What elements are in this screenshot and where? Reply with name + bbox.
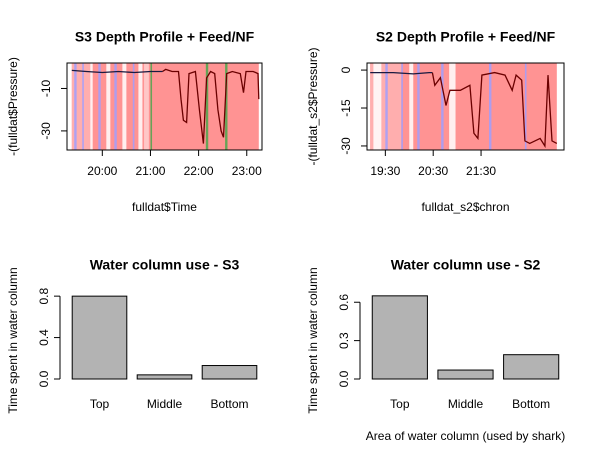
y-tick-label: 0.0 — [37, 370, 51, 387]
x-tick-label: 19:30 — [370, 164, 400, 178]
depth-line — [162, 68, 260, 144]
x-axis-label: fulldat_s2$chron — [421, 200, 509, 214]
state-band — [225, 63, 228, 150]
y-axis-label: -(fulldat$Pressure) — [6, 57, 20, 156]
depth-line — [431, 71, 558, 149]
y-tick-label: 0 — [339, 66, 353, 73]
y-tick-label: -30 — [339, 137, 353, 155]
x-tick-label: Middle — [448, 397, 484, 411]
y-axis-label: Time spent in water column — [6, 267, 20, 413]
x-tick-label: 21:30 — [466, 164, 496, 178]
x-tick-label: 22:00 — [184, 164, 214, 178]
state-band — [114, 63, 117, 150]
x-tick-label: 23:00 — [232, 164, 262, 178]
y-tick-label: -30 — [39, 122, 53, 140]
state-band — [144, 63, 149, 150]
y-tick-label: -10 — [39, 79, 53, 97]
y-tick-label: 0.6 — [337, 294, 351, 311]
state-band — [132, 63, 135, 150]
depth-line — [71, 69, 163, 74]
state-band — [122, 63, 127, 150]
y-axis-label: -(fulldat_s2$Pressure) — [306, 47, 320, 165]
state-band — [106, 63, 111, 150]
state-band — [441, 63, 444, 150]
state-band — [417, 63, 420, 150]
state-band — [401, 63, 403, 150]
x-tick-label: Top — [90, 397, 110, 411]
x-tick-label: Bottom — [210, 397, 248, 411]
x-tick-label: Top — [390, 397, 410, 411]
x-tick-label: 20:00 — [87, 164, 117, 178]
chart-title: S3 Depth Profile + Feed/NF — [75, 29, 255, 45]
state-band — [74, 63, 77, 150]
x-tick-label: Bottom — [512, 397, 550, 411]
x-tick-label: 20:30 — [418, 164, 448, 178]
bar — [71, 295, 128, 380]
state-band — [150, 63, 153, 150]
bar — [371, 295, 428, 380]
state-band — [90, 63, 93, 150]
bar — [201, 365, 258, 380]
chart-title: Water column use - S3 — [90, 257, 240, 273]
state-band — [82, 63, 84, 150]
bar — [503, 354, 560, 380]
state-band — [524, 63, 527, 150]
x-tick-label: 21:00 — [135, 164, 165, 178]
y-tick-label: 0.8 — [37, 287, 51, 304]
y-tick-label: -15 — [339, 99, 353, 117]
state-band — [205, 63, 209, 150]
plot-box — [66, 62, 263, 151]
x-axis-label: Area of water column (used by shark) — [366, 429, 565, 443]
y-tick-label: 0.3 — [337, 332, 351, 349]
state-band — [489, 63, 492, 150]
state-band — [373, 63, 382, 150]
bar — [437, 369, 494, 380]
bar — [136, 374, 193, 380]
depth-line — [370, 71, 433, 75]
plot-box — [366, 62, 565, 151]
chart-title: S2 Depth Profile + Feed/NF — [376, 29, 556, 45]
state-band — [449, 63, 456, 150]
y-tick-label: 0.0 — [337, 370, 351, 387]
state-band — [98, 63, 101, 150]
state-band — [138, 63, 143, 150]
x-tick-label: Middle — [147, 397, 183, 411]
state-band — [385, 63, 388, 150]
y-tick-label: 0.4 — [37, 329, 51, 346]
chart-title: Water column use - S2 — [391, 257, 541, 273]
y-axis-label: Time spent in water column — [306, 267, 320, 413]
state-band — [409, 63, 414, 150]
x-axis-label: fulldat$Time — [132, 200, 197, 214]
state-band — [71, 63, 259, 150]
